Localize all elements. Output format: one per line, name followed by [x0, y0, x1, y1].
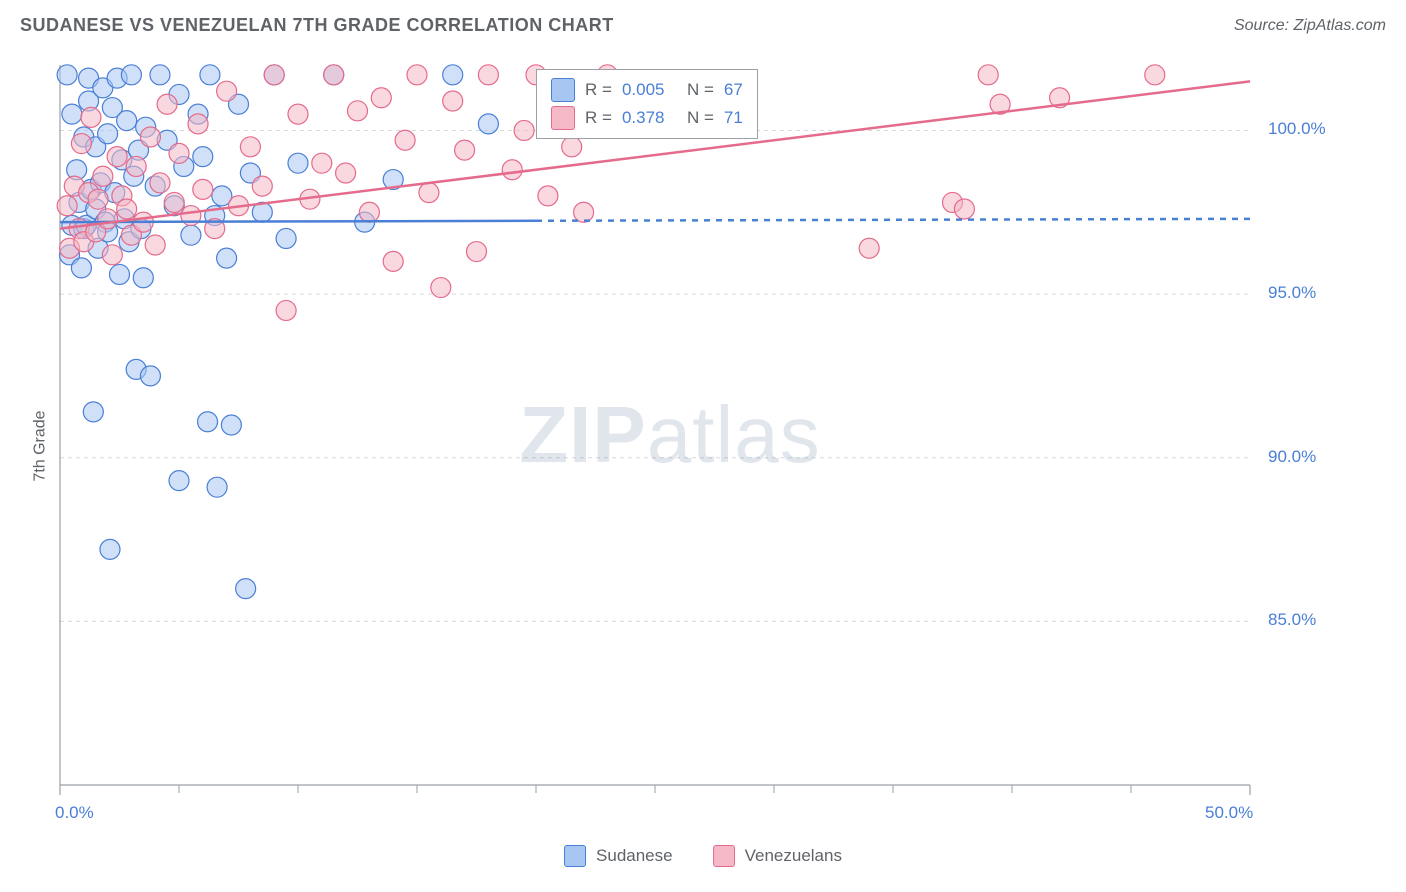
- scatter-chart: [50, 55, 1290, 815]
- x-tick-label: 0.0%: [55, 803, 94, 823]
- data-point: [221, 415, 241, 435]
- data-point: [71, 258, 91, 278]
- data-point: [110, 264, 130, 284]
- data-point: [371, 88, 391, 108]
- data-point: [336, 163, 356, 183]
- data-point: [140, 127, 160, 147]
- data-point: [478, 114, 498, 134]
- data-point: [419, 183, 439, 203]
- data-point: [502, 160, 522, 180]
- chart-area: ZIPatlas R =0.005N =67R =0.378N =71 85.0…: [50, 55, 1290, 815]
- data-point: [348, 101, 368, 121]
- data-point: [288, 104, 308, 124]
- data-point: [443, 65, 463, 85]
- legend-item: Venezuelans: [713, 845, 842, 867]
- y-tick-label: 85.0%: [1268, 610, 1316, 630]
- data-point: [188, 114, 208, 134]
- data-point: [57, 196, 77, 216]
- correlation-legend: R =0.005N =67R =0.378N =71: [536, 69, 758, 139]
- y-axis-label: 7th Grade: [32, 410, 50, 481]
- data-point: [859, 238, 879, 258]
- data-point: [83, 402, 103, 422]
- data-point: [57, 65, 77, 85]
- data-point: [217, 81, 237, 101]
- data-point: [88, 189, 108, 209]
- data-point: [383, 251, 403, 271]
- data-point: [200, 65, 220, 85]
- series-legend: Sudanese Venezuelans: [564, 845, 842, 867]
- data-point: [252, 176, 272, 196]
- data-point: [443, 91, 463, 111]
- y-tick-label: 100.0%: [1268, 119, 1326, 139]
- data-point: [121, 65, 141, 85]
- data-point: [324, 65, 344, 85]
- data-point: [145, 235, 165, 255]
- y-tick-label: 90.0%: [1268, 447, 1316, 467]
- data-point: [126, 156, 146, 176]
- data-point: [71, 134, 91, 154]
- data-point: [157, 94, 177, 114]
- data-point: [198, 412, 218, 432]
- data-point: [207, 477, 227, 497]
- data-point: [562, 137, 582, 157]
- data-point: [240, 137, 260, 157]
- data-point: [359, 202, 379, 222]
- data-point: [538, 186, 558, 206]
- data-point: [288, 153, 308, 173]
- data-point: [264, 65, 284, 85]
- source-label: Source: ZipAtlas.com: [1234, 17, 1386, 35]
- correlation-row: R =0.005N =67: [551, 76, 743, 104]
- data-point: [81, 107, 101, 127]
- chart-title: SUDANESE VS VENEZUELAN 7TH GRADE CORRELA…: [20, 15, 614, 36]
- data-point: [193, 147, 213, 167]
- data-point: [117, 199, 137, 219]
- data-point: [467, 242, 487, 262]
- data-point: [102, 245, 122, 265]
- correlation-row: R =0.378N =71: [551, 104, 743, 132]
- data-point: [181, 225, 201, 245]
- data-point: [395, 130, 415, 150]
- data-point: [431, 278, 451, 298]
- y-tick-label: 95.0%: [1268, 283, 1316, 303]
- data-point: [276, 228, 296, 248]
- data-point: [276, 300, 296, 320]
- legend-item: Sudanese: [564, 845, 673, 867]
- data-point: [107, 147, 127, 167]
- data-point: [193, 179, 213, 199]
- data-point: [217, 248, 237, 268]
- data-point: [133, 268, 153, 288]
- data-point: [574, 202, 594, 222]
- data-point: [954, 199, 974, 219]
- x-tick-label: 50.0%: [1205, 803, 1253, 823]
- data-point: [312, 153, 332, 173]
- data-point: [93, 166, 113, 186]
- data-point: [169, 471, 189, 491]
- data-point: [407, 65, 427, 85]
- data-point: [150, 173, 170, 193]
- data-point: [169, 143, 189, 163]
- data-point: [100, 539, 120, 559]
- data-point: [978, 65, 998, 85]
- data-point: [150, 65, 170, 85]
- data-point: [514, 120, 534, 140]
- data-point: [236, 579, 256, 599]
- data-point: [455, 140, 475, 160]
- data-point: [62, 104, 82, 124]
- data-point: [140, 366, 160, 386]
- data-point: [164, 192, 184, 212]
- data-point: [98, 209, 118, 229]
- data-point: [98, 124, 118, 144]
- data-point: [117, 111, 137, 131]
- data-point: [1145, 65, 1165, 85]
- data-point: [478, 65, 498, 85]
